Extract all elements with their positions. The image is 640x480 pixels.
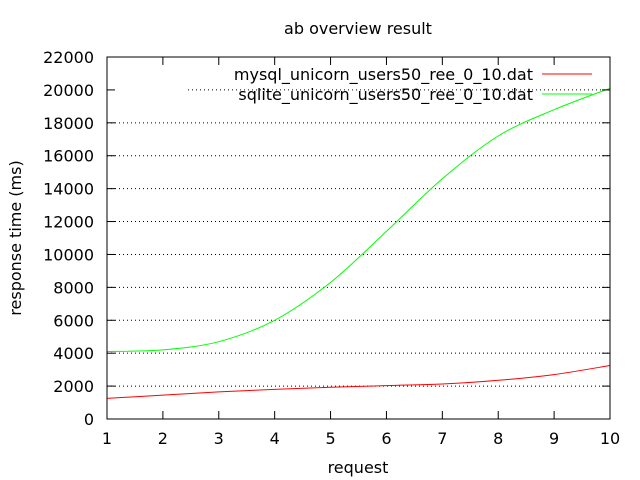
legend: mysql_unicorn_users50_ree_0_10.datsqlite…	[234, 65, 592, 105]
y-tick-label-8: 16000	[43, 147, 94, 166]
chart-title: ab overview result	[284, 19, 432, 38]
y-tick-label-11: 22000	[43, 48, 94, 67]
y-tick-label-1: 2000	[53, 377, 94, 396]
x-tick-label-6: 7	[437, 429, 447, 448]
y-tick-label-6: 12000	[43, 213, 94, 232]
x-axis-ticks: 1 2 3 4 5 6 7 8 9 10	[102, 57, 620, 448]
legend-label-0: mysql_unicorn_users50_ree_0_10.dat	[234, 65, 533, 85]
series-line-0	[106, 365, 611, 399]
y-tick-label-7: 14000	[43, 180, 94, 199]
x-tick-label-2: 3	[214, 429, 224, 448]
plot-frame	[106, 56, 611, 420]
series-lines	[106, 87, 611, 399]
y-tick-label-5: 10000	[43, 245, 94, 264]
series-line-1	[106, 87, 611, 352]
y-tick-label-3: 6000	[53, 311, 94, 330]
y-axis-ticks: 0 2000 4000 6000 8000 10000 12000 14000 16000 180…	[43, 48, 610, 429]
x-tick-label-7: 8	[493, 429, 503, 448]
x-axis-label: request	[328, 458, 389, 477]
x-tick-label-4: 5	[325, 429, 335, 448]
y-tick-label-2: 4000	[53, 344, 94, 363]
x-tick-label-3: 4	[270, 429, 280, 448]
y-axis-label: response time (ms)	[6, 160, 25, 315]
y-tick-label-4: 8000	[53, 278, 94, 297]
legend-label-1: sqlite_unicorn_users50_ree_0_10.dat	[238, 85, 533, 105]
x-tick-label-1: 2	[158, 429, 168, 448]
x-tick-label-9: 10	[600, 429, 620, 448]
y-tick-label-9: 18000	[43, 114, 94, 133]
grid-lines	[107, 89, 610, 387]
x-tick-label-5: 6	[381, 429, 391, 448]
x-tick-label-0: 1	[102, 429, 112, 448]
y-tick-label-10: 20000	[43, 81, 94, 100]
x-tick-label-8: 9	[549, 429, 559, 448]
y-tick-label-0: 0	[84, 410, 94, 429]
